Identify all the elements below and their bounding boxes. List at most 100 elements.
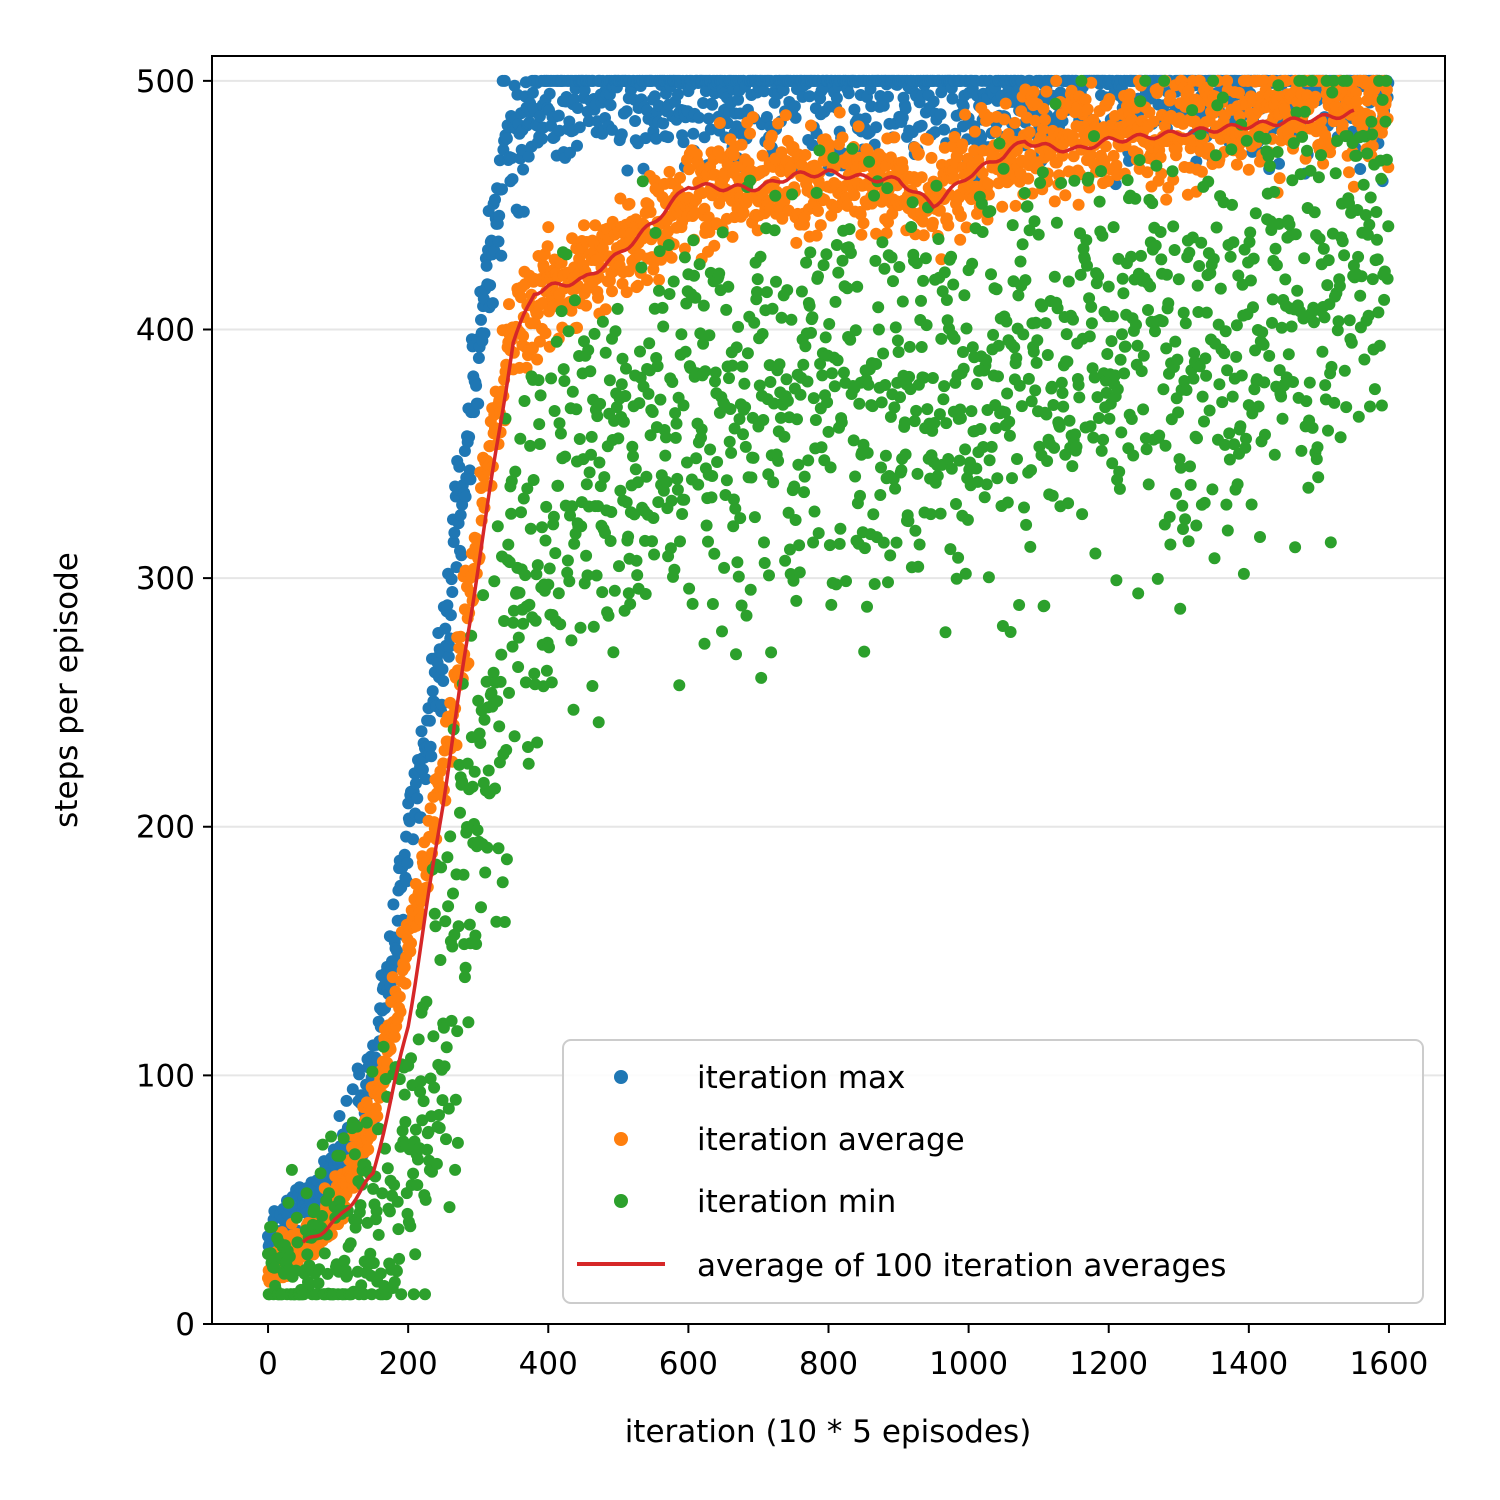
point-average <box>888 131 901 144</box>
point-min <box>1226 198 1238 211</box>
point-max <box>441 599 454 612</box>
point-min <box>459 961 472 974</box>
point-max <box>505 152 518 164</box>
point-min <box>789 514 802 526</box>
point-min <box>1055 376 1068 389</box>
point-average <box>415 895 428 907</box>
point-min <box>817 259 830 272</box>
point-min <box>778 430 791 443</box>
point-min <box>666 376 679 388</box>
point-min <box>674 535 686 548</box>
point-min <box>746 411 759 424</box>
point-min <box>709 375 721 388</box>
point-max <box>788 100 801 113</box>
point-min <box>993 137 1006 150</box>
point-min <box>478 713 491 726</box>
point-min <box>1200 369 1213 382</box>
point-average <box>756 149 769 162</box>
point-min <box>1154 226 1167 238</box>
point-min <box>977 441 990 453</box>
point-min <box>702 535 714 548</box>
point-min <box>487 666 500 679</box>
point-min <box>1306 421 1319 434</box>
point-min <box>957 362 970 375</box>
point-min <box>1085 300 1098 313</box>
point-min <box>1018 187 1031 199</box>
legend: iteration max iteration average iteratio… <box>562 1039 1424 1304</box>
point-average <box>674 171 686 184</box>
point-min <box>965 405 978 418</box>
point-min <box>636 175 649 188</box>
point-min <box>736 360 749 373</box>
point-min <box>390 1265 403 1278</box>
point-min <box>884 549 897 562</box>
point-min <box>416 1114 429 1127</box>
point-min <box>1095 165 1107 178</box>
point-min <box>738 377 751 390</box>
point-min <box>334 1149 347 1162</box>
point-min <box>732 570 745 583</box>
point-min <box>810 186 823 199</box>
point-min <box>1039 317 1052 330</box>
point-min <box>727 520 740 533</box>
point-min <box>1375 172 1388 185</box>
point-min <box>1184 460 1196 473</box>
point-min <box>1019 274 1032 287</box>
point-average <box>1273 172 1286 185</box>
point-min <box>422 1125 435 1138</box>
point-min <box>1114 353 1127 366</box>
point-min <box>498 916 511 928</box>
point-max <box>493 209 506 222</box>
point-min <box>1296 130 1309 143</box>
point-min <box>1300 395 1313 408</box>
x-tick-label: 800 <box>799 1346 858 1382</box>
point-min <box>1008 341 1021 354</box>
point-average <box>765 129 778 142</box>
point-min <box>372 1228 385 1241</box>
point-min <box>1055 177 1068 189</box>
point-min <box>751 273 764 286</box>
point-min <box>495 648 508 661</box>
y-tick-label: 500 <box>136 64 195 100</box>
point-min <box>1046 489 1059 502</box>
point-min <box>888 401 901 414</box>
point-min <box>1266 316 1278 329</box>
point-average <box>454 630 467 643</box>
point-max <box>470 379 483 392</box>
point-min <box>502 538 515 551</box>
point-min <box>768 224 781 237</box>
point-min <box>971 378 983 390</box>
point-max <box>496 183 508 196</box>
y-tick-label: 0 <box>175 1307 195 1343</box>
point-min <box>1139 74 1152 87</box>
point-min <box>754 250 767 263</box>
point-min <box>693 258 706 271</box>
point-min <box>391 1195 404 1208</box>
point-min <box>312 1277 325 1290</box>
point-min <box>605 506 618 518</box>
point-min <box>437 1021 450 1034</box>
x-tick-label: 200 <box>379 1346 438 1382</box>
point-min <box>1017 328 1030 341</box>
point-min <box>1174 602 1187 615</box>
point-min <box>653 284 665 297</box>
point-min <box>433 1109 445 1121</box>
point-min <box>805 326 817 339</box>
point-min <box>757 414 770 426</box>
point-min <box>592 716 605 729</box>
point-min <box>1298 252 1311 265</box>
point-min <box>568 537 581 550</box>
y-axis-label: steps per episode <box>49 552 85 828</box>
point-min <box>1235 369 1248 382</box>
point-min <box>553 417 566 430</box>
point-min <box>1137 403 1150 416</box>
point-min <box>1160 268 1173 281</box>
point-max <box>390 945 403 957</box>
point-min <box>1332 315 1345 328</box>
point-min <box>1310 453 1323 466</box>
point-max <box>662 131 675 144</box>
point-max <box>657 117 670 130</box>
point-max <box>463 431 476 443</box>
point-average <box>1350 95 1363 108</box>
point-min <box>686 597 699 610</box>
